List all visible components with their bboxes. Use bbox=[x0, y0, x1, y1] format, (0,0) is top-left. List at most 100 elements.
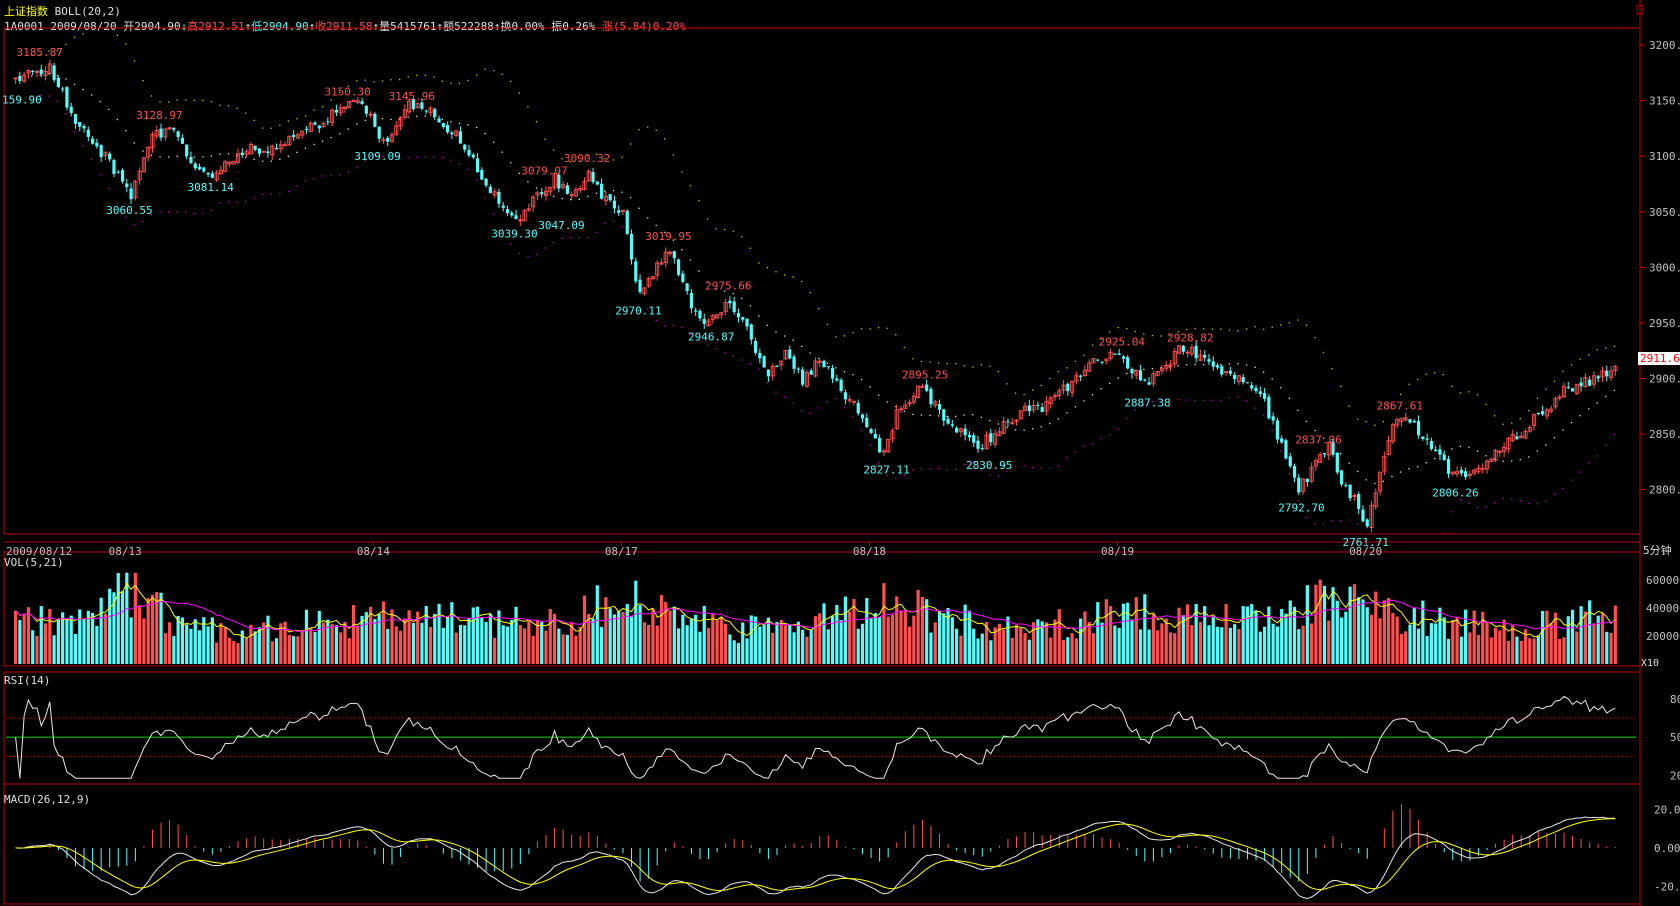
boll-mid-dot bbox=[330, 136, 332, 139]
candle-body-up bbox=[1082, 369, 1087, 376]
candle-body-up bbox=[394, 125, 399, 135]
candle-body-up bbox=[1476, 468, 1481, 473]
boll-upper-dot bbox=[1391, 407, 1393, 410]
candle-body-up bbox=[933, 401, 938, 406]
candle-body-up bbox=[1591, 375, 1596, 385]
boll-upper-dot bbox=[1605, 347, 1607, 349]
volume-bar bbox=[664, 602, 668, 664]
boll-upper-dot bbox=[1613, 345, 1616, 348]
low-arrow-icon: ↑ bbox=[308, 20, 316, 33]
boll-mid-dot bbox=[475, 126, 478, 129]
volume-bar bbox=[929, 632, 933, 664]
rsi-line bbox=[15, 695, 1616, 779]
volume-bar bbox=[1600, 613, 1605, 664]
volume-bar bbox=[1485, 621, 1489, 664]
price-tick-label: 2850.0 bbox=[1649, 428, 1680, 441]
candle-body-down bbox=[433, 109, 437, 117]
volume-bar bbox=[1271, 623, 1275, 664]
boll-lower-dot bbox=[176, 211, 178, 214]
candle-body-up bbox=[1600, 370, 1605, 378]
high-value: 高2912.51 bbox=[187, 20, 245, 33]
boll-mid-dot bbox=[287, 155, 290, 157]
boll-mid-dot bbox=[142, 150, 144, 152]
boll-mid-dot bbox=[73, 83, 76, 86]
boll-mid-dot bbox=[1194, 363, 1196, 366]
candle-body-up bbox=[1378, 471, 1383, 492]
volume-bar bbox=[1057, 609, 1061, 664]
candle-body-down bbox=[364, 106, 368, 114]
boll-upper-dot bbox=[1399, 393, 1402, 395]
candle-body-up bbox=[603, 195, 608, 202]
volume-bar bbox=[1079, 618, 1083, 664]
volume-bar bbox=[274, 638, 279, 664]
volume-bar bbox=[390, 609, 394, 664]
index-name[interactable]: 上证指数 bbox=[4, 5, 48, 18]
boll-upper-dot bbox=[424, 74, 426, 77]
boll-lower-dot bbox=[1023, 465, 1025, 467]
rsi-panel-label[interactable]: RSI(14) bbox=[4, 674, 51, 687]
candle-body-up bbox=[351, 100, 356, 102]
candle-body-down bbox=[869, 429, 873, 433]
boll-upper-dot bbox=[1562, 370, 1564, 373]
boll-upper-dot bbox=[270, 127, 272, 129]
volume-bar bbox=[518, 625, 522, 664]
volume-bar bbox=[35, 635, 39, 664]
boll-mid-dot bbox=[1305, 420, 1308, 423]
candle-body-down bbox=[1006, 421, 1010, 423]
boll-lower-dot bbox=[1459, 499, 1462, 501]
boll-upper-dot bbox=[441, 80, 444, 82]
boll-mid-dot bbox=[1168, 366, 1171, 368]
candle-body-down bbox=[373, 113, 377, 127]
boll-lower-dot bbox=[672, 324, 675, 327]
volume-bar bbox=[43, 623, 48, 664]
boll-lower-dot bbox=[1203, 399, 1205, 402]
candle-body-down bbox=[822, 360, 826, 368]
boll-upper-dot bbox=[1211, 328, 1213, 330]
volume-bar bbox=[334, 625, 338, 664]
boll-lower-dot bbox=[706, 344, 709, 346]
candle-body-down bbox=[681, 273, 685, 282]
boll-mid-dot bbox=[783, 335, 786, 337]
volume-bar bbox=[1592, 623, 1596, 664]
boll-lower-dot bbox=[364, 159, 367, 162]
candle-body-down bbox=[1245, 382, 1250, 384]
candle-body-down bbox=[1027, 405, 1031, 412]
boll-upper-dot bbox=[552, 149, 555, 151]
candle-body-up bbox=[573, 189, 578, 197]
indicator-name[interactable]: BOLL(20,2) bbox=[54, 5, 121, 18]
boll-upper-dot bbox=[1408, 383, 1410, 385]
candle-body-down bbox=[1434, 449, 1438, 452]
macd-panel-label[interactable]: MACD(26,12,9) bbox=[4, 793, 91, 806]
volume-bar bbox=[1297, 629, 1301, 664]
boll-upper-dot bbox=[1049, 377, 1051, 380]
volume-bar bbox=[937, 611, 942, 664]
volume-bar bbox=[715, 620, 719, 664]
volume-bar bbox=[681, 614, 685, 664]
boll-mid-dot bbox=[1134, 370, 1136, 372]
candle-body-down bbox=[326, 121, 330, 123]
boll-mid-dot bbox=[1434, 457, 1436, 460]
vol-panel-label[interactable]: VOL(5,21) bbox=[4, 556, 64, 569]
price-annotation: 3145.96 bbox=[389, 90, 435, 103]
boll-upper-dot bbox=[1528, 410, 1530, 412]
candle-body-down bbox=[1344, 484, 1348, 486]
candle-body-down bbox=[788, 349, 792, 359]
volume-bar bbox=[574, 635, 578, 664]
candle-body-down bbox=[689, 292, 694, 309]
volume-bar bbox=[1489, 637, 1493, 664]
candle-body-up bbox=[847, 398, 852, 402]
price-tick-label: 3000.0 bbox=[1649, 261, 1680, 274]
volume-bar bbox=[912, 615, 916, 664]
boll-upper-dot bbox=[595, 153, 598, 155]
volume-bar bbox=[1395, 616, 1399, 664]
price-annotation: 3185.87 bbox=[16, 46, 62, 59]
boll-upper-dot bbox=[655, 129, 657, 131]
volume-bar bbox=[356, 626, 360, 664]
volume-bar bbox=[1532, 638, 1536, 664]
period-label[interactable]: 5分钟 bbox=[1643, 544, 1672, 557]
candle-body-up bbox=[167, 127, 172, 130]
candle-body-down bbox=[1267, 396, 1271, 419]
boll-upper-dot bbox=[1143, 333, 1145, 335]
boll-mid-dot bbox=[1348, 462, 1350, 464]
